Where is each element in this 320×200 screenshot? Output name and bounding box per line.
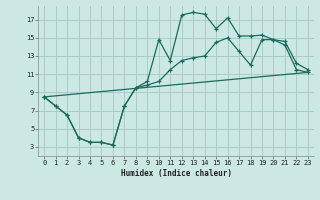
X-axis label: Humidex (Indice chaleur): Humidex (Indice chaleur)	[121, 169, 231, 178]
